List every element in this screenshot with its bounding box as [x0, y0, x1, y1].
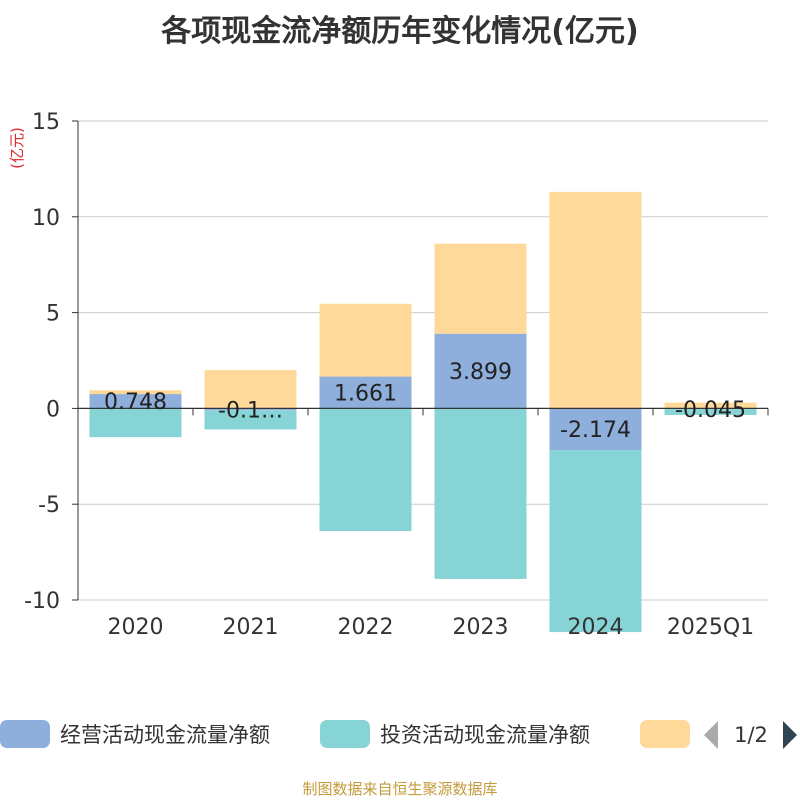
bar-layer [89, 191, 757, 633]
bar-2020-series-0[interactable] [89, 394, 182, 409]
x-tick-label: 2020 [108, 615, 164, 640]
x-tick-label: 2025Q1 [667, 615, 754, 640]
y-tick-label: 15 [32, 110, 60, 135]
bar-2022-series-1[interactable] [319, 408, 412, 532]
legend-next-arrow-icon[interactable] [783, 721, 797, 749]
bar-2024-series-2[interactable] [549, 191, 642, 409]
bar-2021-series-1[interactable] [204, 410, 297, 430]
data-label: -2.174 [560, 418, 631, 443]
grid-layer [78, 120, 768, 601]
bar-2022-series-0[interactable] [319, 376, 412, 409]
data-label: -0.045 [675, 398, 746, 423]
label-layer: 0.748 -0.1… 1.661 3.899 -2.174 -0.045 [104, 360, 746, 443]
legend-swatch-series-2[interactable] [640, 720, 690, 748]
x-tick-label: 2023 [453, 615, 509, 640]
bar-2020-series-1[interactable] [89, 408, 182, 438]
y-tick-label: -10 [24, 589, 60, 614]
legend-swatch-series-1[interactable] [320, 720, 370, 748]
legend-prev-arrow-icon[interactable] [704, 721, 718, 749]
bar-2024-series-1[interactable] [549, 450, 642, 633]
axis-layer: 15 10 5 0 -5 -10 2020 2021 2022 2023 2024 2025Q1 [24, 110, 769, 640]
legend-label-series-1[interactable]: 投资活动现金流量净额 [380, 723, 590, 747]
y-tick-label: 0 [46, 397, 60, 422]
data-label: 0.748 [104, 390, 167, 415]
bar-2025Q1-series-2[interactable] [664, 402, 757, 409]
bar-2025Q1-series-1[interactable] [664, 409, 757, 416]
y-tick-label: 5 [46, 302, 60, 327]
y-tick-label: 10 [32, 206, 60, 231]
legend-label-series-0[interactable]: 经营活动现金流量净额 [60, 723, 270, 747]
bar-2024-series-0[interactable] [549, 408, 642, 451]
y-axis-unit-label: (亿元) [8, 127, 26, 169]
legend: 经营活动现金流量净额 投资活动现金流量净额 1/2 [0, 720, 797, 749]
bar-2023-series-1[interactable] [434, 408, 527, 579]
y-tick-label: -5 [38, 493, 60, 518]
chart-title: 各项现金流净额历年变化情况(亿元) [161, 14, 639, 49]
bar-2023-series-2[interactable] [434, 243, 527, 334]
data-label: 1.661 [334, 381, 397, 406]
x-tick-label: 2022 [338, 615, 394, 640]
bar-2020-series-2[interactable] [89, 390, 182, 395]
bar-2021-series-0[interactable] [204, 408, 297, 411]
x-tick-label: 2024 [568, 615, 624, 640]
x-tick-label: 2021 [223, 615, 279, 640]
bar-2021-series-2[interactable] [204, 370, 297, 409]
data-label: -0.1… [218, 398, 283, 423]
bar-2022-series-2[interactable] [319, 303, 412, 377]
data-label: 3.899 [449, 360, 512, 385]
legend-swatch-series-0[interactable] [0, 720, 50, 748]
source-footer: 制图数据来自恒生聚源数据库 [302, 780, 498, 798]
legend-page-indicator: 1/2 [734, 723, 768, 747]
bar-2023-series-0[interactable] [434, 333, 527, 409]
